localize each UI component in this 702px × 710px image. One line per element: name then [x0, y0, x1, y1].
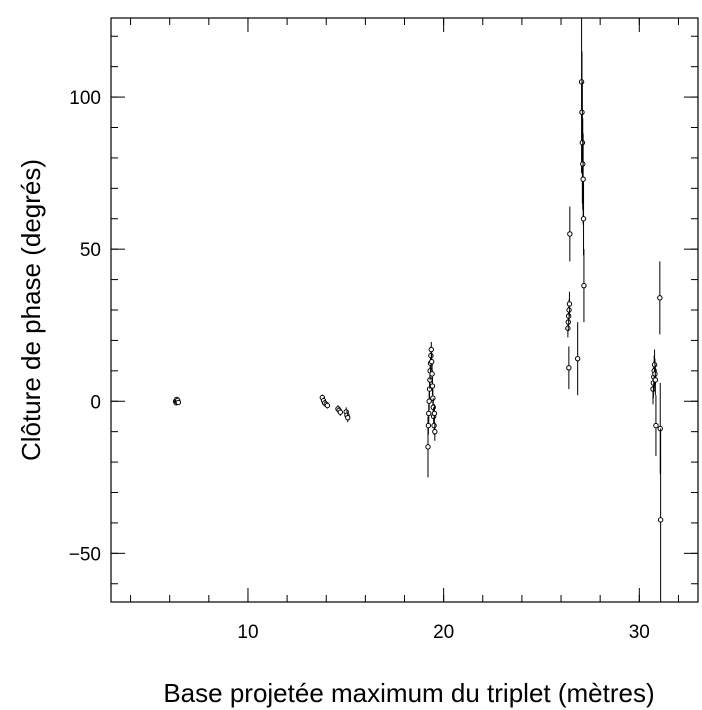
data-point — [566, 301, 573, 307]
data-point — [175, 399, 182, 406]
data-point — [652, 377, 659, 383]
data-point — [429, 383, 436, 389]
data-point — [580, 216, 587, 222]
data-point — [429, 371, 435, 377]
y-tick-label: −50 — [69, 544, 101, 565]
x-axis-label: Base projetée maximum du triplet (mètres… — [163, 678, 654, 708]
data-point — [425, 422, 432, 429]
y-axis-label: Clôture de phase (degrés) — [16, 159, 46, 461]
data-point — [657, 517, 664, 523]
data-point — [432, 428, 438, 435]
data-points — [172, 18, 664, 602]
data-point — [567, 231, 573, 237]
y-tick-label: 0 — [90, 392, 101, 413]
data-point — [426, 398, 432, 404]
plot-frame — [110, 17, 699, 603]
data-point — [566, 365, 572, 371]
data-point — [345, 414, 351, 421]
y-tick-label: 100 — [69, 88, 101, 109]
data-point — [426, 410, 432, 417]
data-point — [431, 422, 437, 429]
x-tick-label: 30 — [629, 622, 650, 643]
data-point — [431, 410, 438, 417]
data-point — [425, 444, 431, 450]
data-point — [580, 176, 586, 182]
data-point — [337, 409, 344, 415]
data-point — [428, 346, 435, 353]
x-tick-label: 10 — [237, 622, 258, 643]
x-tick-label: 20 — [433, 622, 454, 643]
data-point — [581, 282, 587, 289]
data-point — [324, 402, 331, 409]
axis-ticks — [111, 18, 698, 602]
tick-labels: 10 20 30 −50 0 50 100 — [69, 88, 650, 643]
y-tick-label: 50 — [80, 240, 101, 261]
data-point — [653, 422, 659, 429]
data-point — [428, 359, 435, 365]
data-point — [657, 295, 663, 301]
data-point — [574, 355, 581, 362]
